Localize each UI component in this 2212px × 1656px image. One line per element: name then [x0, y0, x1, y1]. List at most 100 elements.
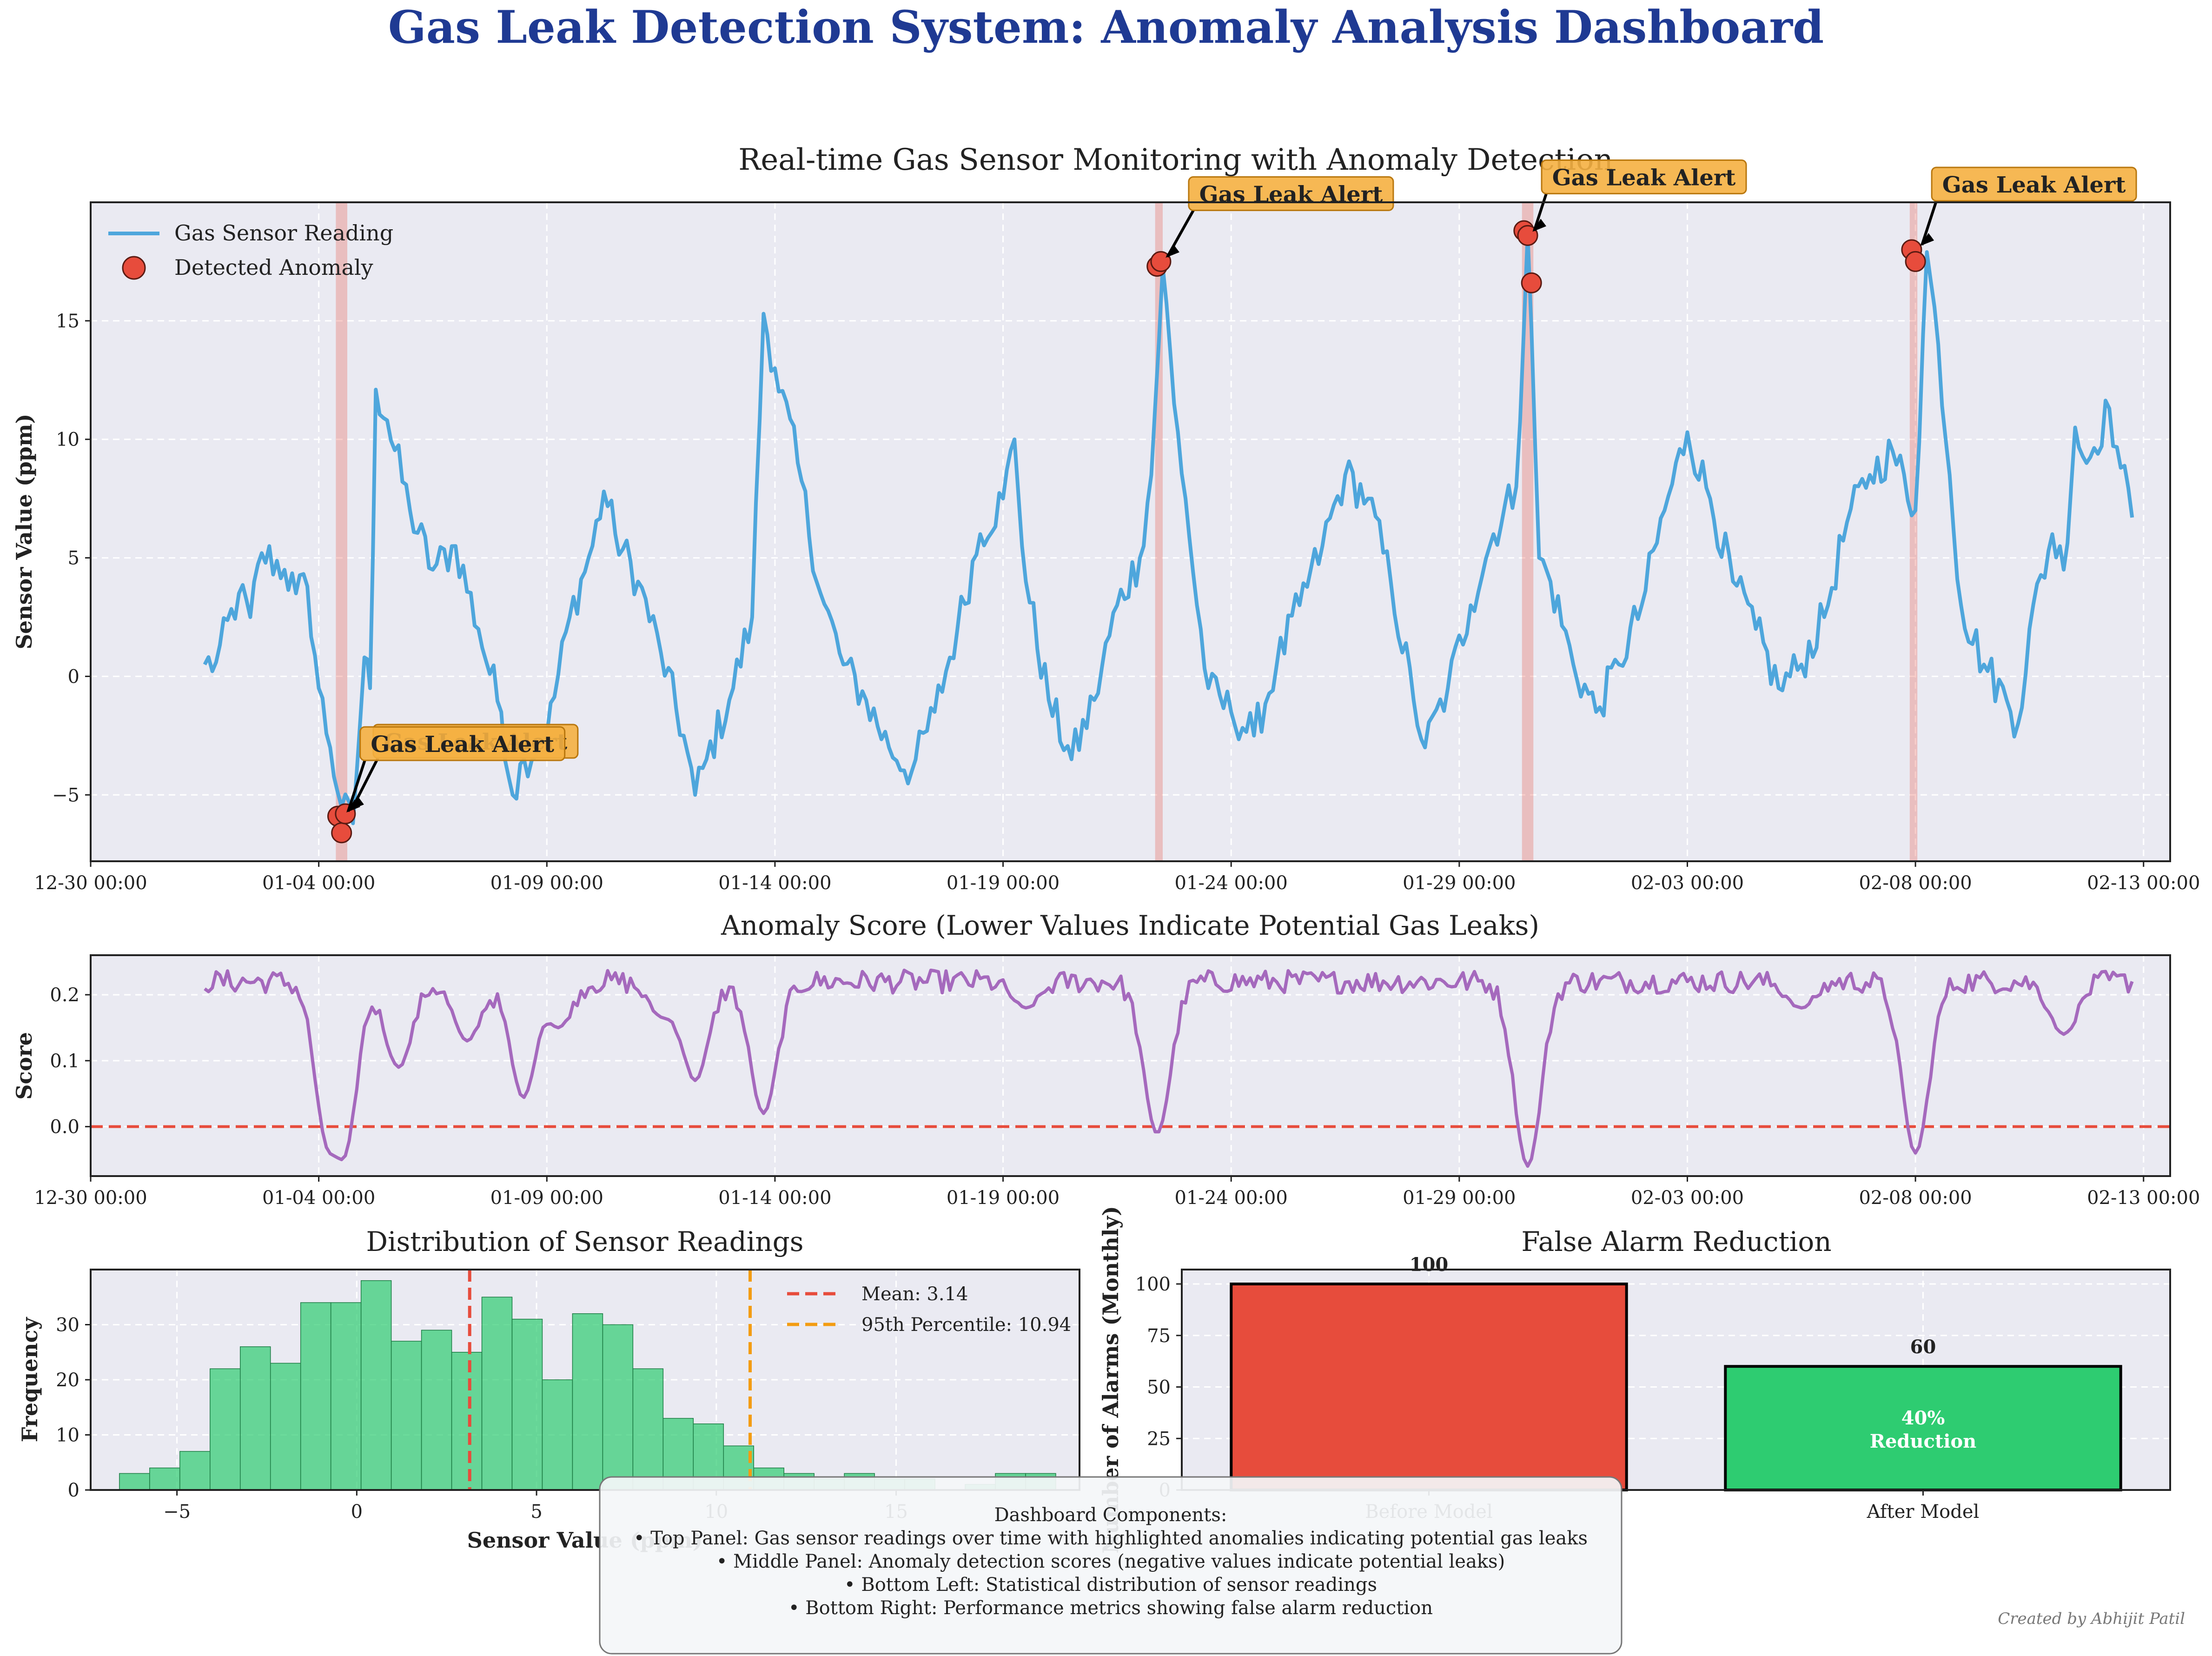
alarm-y-axis: 0255075100	[1135, 1274, 1182, 1501]
x-tick-label: 0	[351, 1501, 363, 1523]
anomaly-band	[1909, 202, 1918, 861]
sensor-x-axis: 12-30 00:00 01-04 00:00 01-09 00:00 01-14 0…	[34, 861, 2200, 894]
alert-arrow	[1533, 193, 1548, 232]
histogram-bar	[360, 1280, 392, 1490]
histogram-y-axis: 0 10 20 30	[56, 1315, 91, 1501]
anomaly-point	[331, 822, 352, 844]
alert-label: Gas Leak Alert	[1942, 172, 2126, 198]
sensor-anomaly-points	[327, 220, 1926, 844]
sensor-chart-title: Real-time Gas Sensor Monitoring with Ano…	[738, 143, 1613, 177]
sensor-legend: Gas Sensor Reading Detected Anomaly	[108, 220, 393, 280]
anomaly-score-line	[204, 968, 2134, 1168]
y-tick-label: 30	[56, 1315, 79, 1336]
histogram-bar	[451, 1352, 483, 1490]
bar-value-label: 100	[1410, 1254, 1449, 1276]
score-chart-title: Anomaly Score (Lower Values Indicate Pot…	[721, 910, 1539, 941]
histogram-reference-lines	[468, 1270, 752, 1490]
x-tick-label: 12-30 00:00	[34, 872, 147, 894]
alert-annotation: Gas Leak Alert	[1532, 159, 1747, 232]
info-box-heading: Dashboard Components:	[994, 1504, 1227, 1526]
sensor-y-axis: −5 0 5 10 15	[52, 311, 91, 806]
sensor-chart: Real-time Gas Sensor Monitoring with Ano…	[12, 143, 2200, 894]
x-tick-label: 01-19 00:00	[947, 872, 1060, 894]
alert-annotation: Gas Leak Alert	[346, 726, 566, 813]
histogram-bar	[149, 1467, 180, 1490]
histogram-bar	[330, 1302, 362, 1490]
y-tick-label: −5	[52, 785, 79, 806]
alert-arrowhead	[1165, 245, 1179, 258]
histogram-bar	[210, 1368, 241, 1490]
sensor-plot-area	[91, 202, 2170, 861]
alert-label: Gas Leak Alert	[1552, 165, 1736, 191]
x-tick-label: 01-09 00:00	[490, 872, 603, 894]
histogram-title: Distribution of Sensor Readings	[366, 1226, 803, 1257]
score-y-axis: 0.0 0.1 0.2	[50, 984, 91, 1138]
histogram-bar	[300, 1302, 331, 1490]
y-tick-label: 25	[1147, 1428, 1171, 1450]
x-tick-label: 02-08 00:00	[1859, 872, 1972, 894]
y-tick-label: 10	[56, 429, 79, 451]
x-tick-label: 02-08 00:00	[1859, 1187, 1972, 1209]
histogram-bar	[572, 1313, 603, 1490]
anomaly-point	[1521, 272, 1542, 293]
x-tick-label: 02-13 00:00	[2087, 1187, 2200, 1209]
histogram-bar	[240, 1346, 271, 1490]
x-tick-label: 01-24 00:00	[1175, 872, 1288, 894]
alert-arrow	[346, 760, 366, 812]
alarm-bar	[1724, 1365, 2122, 1491]
anomaly-point	[1517, 225, 1538, 246]
x-tick-label: 5	[530, 1501, 542, 1523]
x-tick-label: 02-13 00:00	[2087, 872, 2200, 894]
histogram-bar	[391, 1341, 422, 1490]
score-line-layer	[204, 968, 2134, 1168]
bar-value-label: 60	[1910, 1336, 1936, 1358]
y-tick-label: 10	[56, 1425, 79, 1446]
info-box-line: • Bottom Left: Statistical distribution …	[844, 1574, 1377, 1596]
legend-entry-reading: Gas Sensor Reading	[174, 220, 393, 246]
histogram-bar	[270, 1363, 301, 1490]
alarm-chart-title: False Alarm Reduction	[1521, 1226, 1831, 1257]
alert-label-box	[1541, 159, 1747, 194]
x-tick-label: 01-24 00:00	[1175, 1187, 1288, 1209]
histogram-bar	[179, 1451, 211, 1490]
anomaly-point	[1905, 251, 1926, 272]
x-tick-label: 01-04 00:00	[262, 872, 375, 894]
y-tick-label: 50	[1147, 1377, 1171, 1398]
alarm-bar	[1230, 1283, 1628, 1491]
legend-entry-p95: 95th Percentile: 10.94	[861, 1314, 1071, 1336]
alert-label-box	[359, 726, 566, 761]
histogram-chart: Distribution of Sensor Readings −5051015…	[17, 1226, 1080, 1553]
x-tick-label: 02-03 00:00	[1631, 872, 1744, 894]
reduction-percent-label: 40%	[1901, 1407, 1945, 1429]
x-tick-label: 01-19 00:00	[947, 1187, 1060, 1209]
histogram-y-axis-label: Frequency	[17, 1317, 42, 1443]
legend-entry-mean: Mean: 3.14	[861, 1284, 968, 1305]
histogram-bar	[119, 1473, 150, 1490]
histogram-bar	[511, 1318, 543, 1490]
alert-arrowhead	[346, 799, 360, 813]
alert-arrowhead	[1920, 233, 1934, 246]
anomaly-band	[336, 202, 347, 861]
x-tick-label: 01-14 00:00	[718, 872, 831, 894]
anomaly-point	[1150, 251, 1172, 272]
reduction-word-label: Reduction	[1870, 1430, 1977, 1452]
legend-entry-anomaly: Detected Anomaly	[174, 255, 373, 280]
alert-arrow	[1921, 200, 1938, 246]
y-tick-label: 20	[56, 1370, 79, 1391]
histogram-bar	[481, 1297, 513, 1490]
alert-arrowhead	[1532, 219, 1547, 232]
info-box-line: • Top Panel: Gas sensor readings over ti…	[634, 1528, 1588, 1549]
histogram-bars	[119, 1280, 1056, 1490]
sensor-grid	[90, 202, 2170, 861]
y-tick-label: 100	[1135, 1274, 1171, 1295]
x-tick-label: 12-30 00:00	[34, 1187, 147, 1209]
dashboard-title: Gas Leak Detection System: Anomaly Analy…	[388, 1, 1824, 53]
legend-marker-swatch	[122, 256, 146, 280]
y-tick-label: 0	[68, 1480, 79, 1501]
alarm-bars: 100 60 40%Reduction	[1230, 1254, 2122, 1491]
histogram-bar	[602, 1324, 634, 1490]
y-tick-label: 5	[68, 548, 79, 569]
y-tick-label: 0.0	[50, 1117, 79, 1138]
score-y-axis-label: Score	[12, 1032, 37, 1099]
